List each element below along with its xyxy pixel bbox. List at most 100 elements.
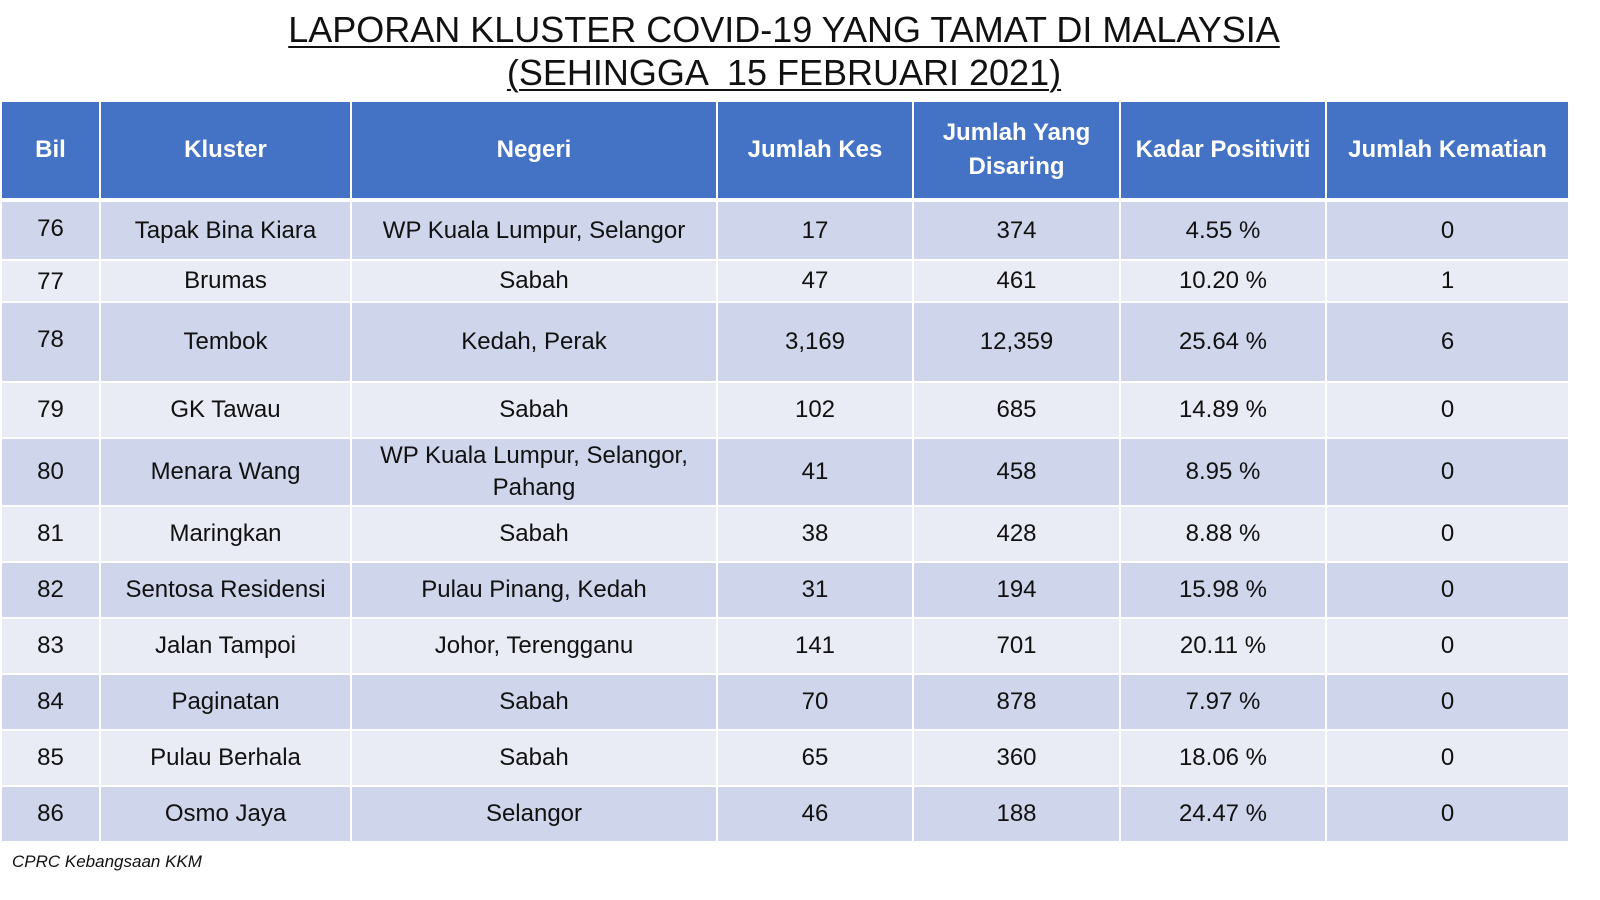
header-jumlah-kes: Jumlah Kes <box>716 100 914 202</box>
report-title-line2: (SEHINGGA 15 FEBRUARI 2021) <box>506 52 1062 93</box>
cell-jumlah-kematian: 0 <box>1325 381 1570 439</box>
table-row: 80 Menara Wang WP Kuala Lumpur, Selangor… <box>0 437 1570 507</box>
source-note: CPRC Kebangsaan KKM <box>12 852 202 871</box>
cell-jumlah-kematian: 0 <box>1325 673 1570 731</box>
cell-jumlah-kematian: 0 <box>1325 785 1570 843</box>
table-row: 85 Pulau Berhala Sabah 65 360 18.06 % 0 <box>0 729 1570 787</box>
cell-jumlah-kematian: 0 <box>1325 729 1570 787</box>
cell-jumlah-kes: 70 <box>716 673 914 731</box>
cell-kluster: Osmo Jaya <box>99 785 352 843</box>
cell-bil: 78 <box>0 301 101 383</box>
cell-jumlah-kematian: 1 <box>1325 259 1570 303</box>
table-row: 81 Maringkan Sabah 38 428 8.88 % 0 <box>0 505 1570 563</box>
header-kadar-positiviti: Kadar Positiviti <box>1119 100 1327 202</box>
cell-jumlah-disaring: 194 <box>912 561 1121 619</box>
table-header: Bil Kluster Negeri Jumlah Kes Jumlah Yan… <box>0 100 1570 202</box>
cell-kadar-positiviti: 18.06 % <box>1119 729 1327 787</box>
cell-jumlah-disaring: 374 <box>912 199 1121 261</box>
cell-kadar-positiviti: 25.64 % <box>1119 301 1327 383</box>
cell-negeri: Selangor <box>350 785 718 843</box>
header-kluster: Kluster <box>99 100 352 202</box>
cell-jumlah-disaring: 428 <box>912 505 1121 563</box>
cell-jumlah-disaring: 360 <box>912 729 1121 787</box>
cell-jumlah-kematian: 0 <box>1325 617 1570 675</box>
table-row: 77 Brumas Sabah 47 461 10.20 % 1 <box>0 259 1570 303</box>
cell-negeri: WP Kuala Lumpur, Selangor <box>350 199 718 261</box>
table-row: 84 Paginatan Sabah 70 878 7.97 % 0 <box>0 673 1570 731</box>
table-row: 83 Jalan Tampoi Johor, Terengganu 141 70… <box>0 617 1570 675</box>
cell-bil: 81 <box>0 505 101 563</box>
cell-kadar-positiviti: 10.20 % <box>1119 259 1327 303</box>
table-row: 82 Sentosa Residensi Pulau Pinang, Kedah… <box>0 561 1570 619</box>
cell-jumlah-disaring: 685 <box>912 381 1121 439</box>
cell-jumlah-kematian: 0 <box>1325 199 1570 261</box>
cell-kadar-positiviti: 4.55 % <box>1119 199 1327 261</box>
cell-kadar-positiviti: 15.98 % <box>1119 561 1327 619</box>
cell-jumlah-kes: 141 <box>716 617 914 675</box>
cell-jumlah-kes: 46 <box>716 785 914 843</box>
cell-kluster: Maringkan <box>99 505 352 563</box>
cell-jumlah-disaring: 188 <box>912 785 1121 843</box>
cell-kadar-positiviti: 8.95 % <box>1119 437 1327 507</box>
cell-jumlah-kes: 41 <box>716 437 914 507</box>
cell-kluster: Menara Wang <box>99 437 352 507</box>
cell-kadar-positiviti: 24.47 % <box>1119 785 1327 843</box>
report-title-line1: LAPORAN KLUSTER COVID-19 YANG TAMAT DI M… <box>288 9 1280 50</box>
cell-jumlah-kes: 38 <box>716 505 914 563</box>
cell-jumlah-disaring: 701 <box>912 617 1121 675</box>
cell-jumlah-disaring: 878 <box>912 673 1121 731</box>
cell-kluster: Sentosa Residensi <box>99 561 352 619</box>
cell-bil: 83 <box>0 617 101 675</box>
cell-jumlah-kematian: 0 <box>1325 505 1570 563</box>
report-title: LAPORAN KLUSTER COVID-19 YANG TAMAT DI M… <box>0 8 1568 94</box>
cell-bil: 82 <box>0 561 101 619</box>
cell-jumlah-kes: 3,169 <box>716 301 914 383</box>
cell-bil: 85 <box>0 729 101 787</box>
header-bil: Bil <box>0 100 101 202</box>
cell-jumlah-kes: 102 <box>716 381 914 439</box>
cell-kadar-positiviti: 8.88 % <box>1119 505 1327 563</box>
cell-jumlah-disaring: 12,359 <box>912 301 1121 383</box>
header-row: Bil Kluster Negeri Jumlah Kes Jumlah Yan… <box>0 100 1570 202</box>
cell-bil: 76 <box>0 199 101 261</box>
cell-negeri: Sabah <box>350 381 718 439</box>
cell-kluster: GK Tawau <box>99 381 352 439</box>
cell-kluster: Paginatan <box>99 673 352 731</box>
cell-negeri: WP Kuala Lumpur, Selangor, Pahang <box>350 437 718 507</box>
cell-negeri: Pulau Pinang, Kedah <box>350 561 718 619</box>
cell-jumlah-kes: 31 <box>716 561 914 619</box>
cell-bil: 84 <box>0 673 101 731</box>
cell-kadar-positiviti: 14.89 % <box>1119 381 1327 439</box>
table-row: 79 GK Tawau Sabah 102 685 14.89 % 0 <box>0 381 1570 439</box>
table-row: 78 Tembok Kedah, Perak 3,169 12,359 25.6… <box>0 301 1570 383</box>
cell-bil: 80 <box>0 437 101 507</box>
cell-negeri: Sabah <box>350 259 718 303</box>
cell-negeri: Sabah <box>350 505 718 563</box>
cell-kluster: Tembok <box>99 301 352 383</box>
cell-jumlah-kes: 65 <box>716 729 914 787</box>
table-row: 76 Tapak Bina Kiara WP Kuala Lumpur, Sel… <box>0 199 1570 261</box>
cell-jumlah-kematian: 6 <box>1325 301 1570 383</box>
cell-kluster: Jalan Tampoi <box>99 617 352 675</box>
cell-jumlah-kematian: 0 <box>1325 561 1570 619</box>
header-jumlah-disaring: Jumlah Yang Disaring <box>912 100 1121 202</box>
header-negeri: Negeri <box>350 100 718 202</box>
cell-negeri: Johor, Terengganu <box>350 617 718 675</box>
cluster-table: Bil Kluster Negeri Jumlah Kes Jumlah Yan… <box>0 100 1570 843</box>
cell-jumlah-disaring: 458 <box>912 437 1121 507</box>
cell-jumlah-kes: 17 <box>716 199 914 261</box>
cell-kadar-positiviti: 7.97 % <box>1119 673 1327 731</box>
cell-kluster: Pulau Berhala <box>99 729 352 787</box>
cell-negeri: Kedah, Perak <box>350 301 718 383</box>
cell-jumlah-kematian: 0 <box>1325 437 1570 507</box>
cell-kluster: Tapak Bina Kiara <box>99 199 352 261</box>
cell-kadar-positiviti: 20.11 % <box>1119 617 1327 675</box>
cell-negeri: Sabah <box>350 673 718 731</box>
cell-negeri: Sabah <box>350 729 718 787</box>
cell-jumlah-disaring: 461 <box>912 259 1121 303</box>
cell-jumlah-kes: 47 <box>716 259 914 303</box>
header-jumlah-kematian: Jumlah Kematian <box>1325 100 1570 202</box>
cell-bil: 86 <box>0 785 101 843</box>
table-row: 86 Osmo Jaya Selangor 46 188 24.47 % 0 <box>0 785 1570 843</box>
table-body: 76 Tapak Bina Kiara WP Kuala Lumpur, Sel… <box>0 199 1570 843</box>
